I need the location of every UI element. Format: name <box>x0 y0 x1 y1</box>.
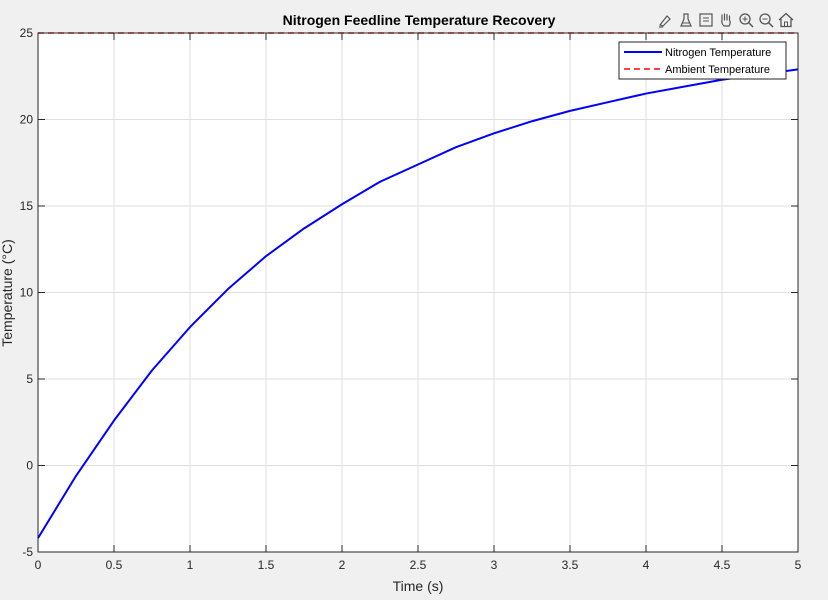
y-tick-label: 20 <box>20 113 34 127</box>
legend[interactable]: Nitrogen Temperature Ambient Temperature <box>618 41 787 80</box>
tick-marks <box>37 32 799 553</box>
x-tick-label: 1 <box>187 558 194 572</box>
x-tick-label: 0.5 <box>106 558 123 572</box>
chart-title: Nitrogen Feedline Temperature Recovery <box>283 12 556 28</box>
x-tick-label: 2 <box>339 558 346 572</box>
x-tick-label: 2.5 <box>410 558 427 572</box>
legend-label-ambient: Ambient Temperature <box>665 64 770 76</box>
legend-label-nitrogen: Nitrogen Temperature <box>665 47 771 59</box>
x-tick-label: 4 <box>643 558 650 572</box>
legend-box <box>618 41 787 80</box>
y-tick-label: -5 <box>22 545 33 559</box>
y-tick-label: 15 <box>20 199 34 213</box>
y-tick-label: 25 <box>20 26 34 40</box>
x-tick-label: 4.5 <box>714 558 731 572</box>
brush-icon[interactable] <box>656 10 676 30</box>
zoom-out-icon[interactable] <box>756 10 776 30</box>
x-axis-label: Time (s) <box>393 578 444 594</box>
y-axis-label: Temperature (°C) <box>0 239 15 347</box>
zoom-in-icon[interactable] <box>736 10 756 30</box>
x-tick-label: 5 <box>795 558 802 572</box>
y-tick-label: 10 <box>20 286 34 300</box>
x-tick-label: 3.5 <box>562 558 579 572</box>
x-tick-label: 3 <box>491 558 498 572</box>
series-line-nitrogen-temperature[interactable] <box>37 68 799 539</box>
x-tick-label: 1.5 <box>258 558 275 572</box>
y-tick-label: 0 <box>26 459 33 473</box>
axes-toolbar <box>656 9 796 31</box>
home-icon[interactable] <box>776 10 796 30</box>
data-tips-icon[interactable] <box>676 10 696 30</box>
legend-toggle-icon[interactable] <box>696 10 716 30</box>
x-tick-label: 0 <box>35 558 42 572</box>
y-tick-label: 5 <box>26 372 33 386</box>
pan-hand-icon[interactable] <box>716 10 736 30</box>
